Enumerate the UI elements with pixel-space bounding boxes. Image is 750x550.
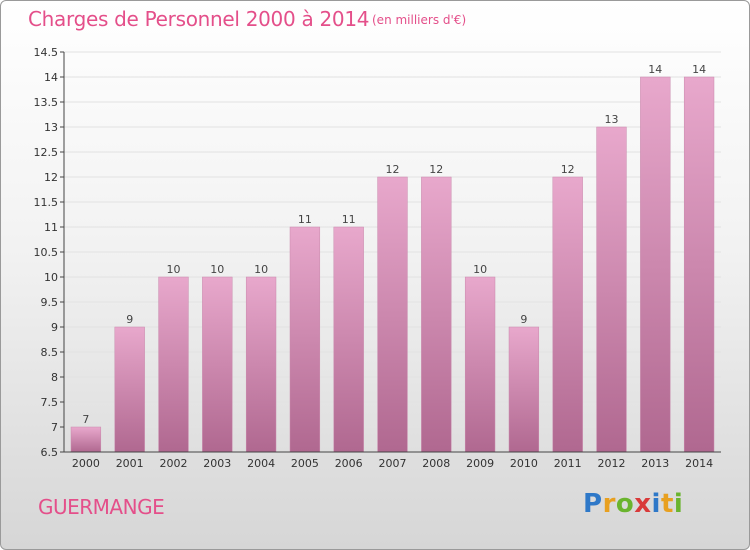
y-tick-label: 11: [44, 221, 58, 234]
logo-letter: o: [615, 489, 635, 519]
bar: [202, 276, 233, 453]
bar-value-label: 12: [386, 163, 400, 176]
chart-title: Charges de Personnel 2000 à 2014: [28, 7, 370, 31]
logo-letter: i: [651, 489, 661, 519]
x-tick-label: 2004: [247, 457, 275, 470]
x-tick-label: 2009: [466, 457, 494, 470]
y-tick-label: 13.5: [34, 96, 59, 109]
bar: [640, 76, 671, 453]
bar: [552, 176, 583, 453]
bar: [377, 176, 408, 453]
bar: [421, 176, 452, 453]
chart-subtitle: (en milliers d'€): [372, 13, 467, 27]
y-tick-label: 14: [44, 71, 58, 84]
bar: [508, 326, 540, 453]
bar-value-label: 10: [210, 263, 224, 276]
y-tick-label: 9: [51, 321, 58, 334]
x-tick-label: 2008: [422, 457, 450, 470]
y-tick-label: 13: [44, 121, 58, 134]
bar-value-label: 10: [254, 263, 268, 276]
x-tick-label: 2006: [335, 457, 363, 470]
x-tick-label: 2013: [641, 457, 669, 470]
bar: [70, 426, 102, 453]
bar: [596, 126, 627, 453]
y-tick-label: 7: [51, 421, 58, 434]
bar-value-label: 11: [298, 213, 312, 226]
bar-value-label: 10: [167, 263, 181, 276]
bar-value-label: 9: [126, 313, 133, 326]
y-tick-label: 11.5: [34, 196, 59, 209]
x-tick-label: 2000: [72, 457, 100, 470]
x-tick-label: 2011: [554, 457, 582, 470]
bar: [333, 226, 364, 453]
bar-value-label: 14: [648, 63, 662, 76]
x-tick-label: 2005: [291, 457, 319, 470]
y-tick-label: 8: [51, 371, 58, 384]
x-tick-label: 2002: [160, 457, 188, 470]
y-tick-label: 14.5: [34, 46, 59, 59]
bar-value-label: 13: [605, 113, 619, 126]
bar-value-label: 12: [561, 163, 575, 176]
bar: [683, 76, 715, 453]
y-tick-label: 9.5: [41, 296, 59, 309]
logo-letter: t: [660, 489, 674, 519]
x-tick-label: 2012: [598, 457, 626, 470]
bar-value-label: 14: [692, 63, 706, 76]
bar-value-label: 7: [82, 413, 89, 426]
x-tick-label: 2010: [510, 457, 538, 470]
x-tick-label: 2014: [685, 457, 713, 470]
bar: [158, 276, 189, 453]
bar-value-label: 10: [473, 263, 487, 276]
bar-value-label: 12: [429, 163, 443, 176]
y-tick-label: 10: [44, 271, 58, 284]
proxiti-logo: Proxiti: [583, 489, 683, 519]
bar-value-label: 9: [520, 313, 527, 326]
commune-name: GUERMANGE: [38, 495, 165, 519]
y-tick-label: 10.5: [34, 246, 59, 259]
y-tick-label: 6.5: [41, 446, 59, 459]
x-tick-label: 2007: [379, 457, 407, 470]
logo-letter: P: [583, 489, 603, 519]
bar: [245, 276, 277, 453]
y-tick-label: 7.5: [41, 396, 59, 409]
y-tick-label: 12: [44, 171, 58, 184]
bar: [289, 226, 321, 453]
logo-letter: x: [634, 489, 652, 519]
bar: [464, 276, 496, 453]
logo-letter: i: [673, 489, 684, 519]
x-tick-label: 2003: [203, 457, 231, 470]
logo-letter: r: [602, 489, 616, 519]
x-tick-label: 2001: [116, 457, 144, 470]
bar: [114, 326, 145, 453]
y-tick-label: 12.5: [34, 146, 59, 159]
y-tick-label: 8.5: [41, 346, 59, 359]
bar-value-label: 11: [342, 213, 356, 226]
